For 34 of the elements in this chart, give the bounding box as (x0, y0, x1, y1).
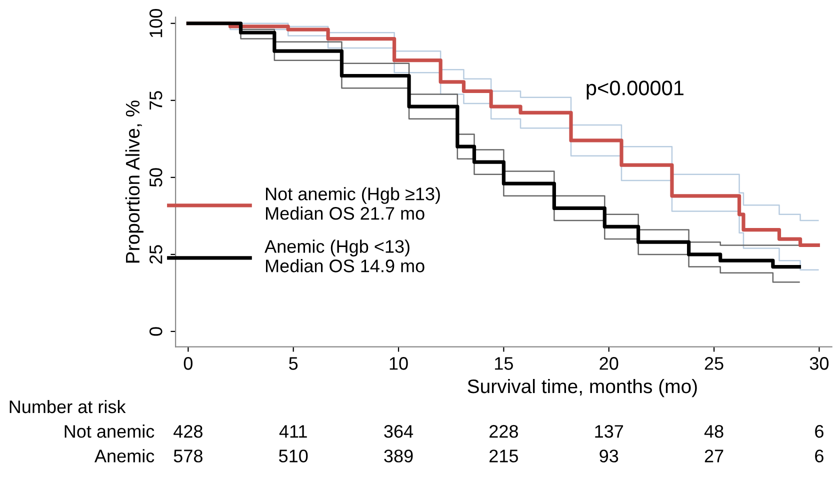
x-tick-label: 5 (289, 357, 298, 370)
y-tick-label: 50 (149, 168, 162, 187)
text: 428 (174, 425, 202, 438)
x-tick-label: 30 (810, 357, 829, 370)
x-tick-label: 15 (495, 357, 513, 370)
text: 6 (815, 425, 824, 438)
text: 215 (490, 450, 518, 462)
y-tick-label: 25 (149, 245, 162, 264)
text: 510 (279, 450, 308, 462)
annotation: p<0.00001 (586, 80, 684, 100)
text: 137 (595, 425, 624, 438)
y-tick-label: 0 (149, 327, 162, 336)
text: 411 (279, 425, 307, 438)
text: 389 (384, 450, 413, 462)
text: Anemic (94, 449, 154, 462)
text: 228 (490, 425, 518, 438)
legend-label: Not anemic (Hgb ≥13) Median OS 21.7 mo (266, 187, 440, 220)
x-tick-label: 10 (390, 357, 408, 370)
text: 27 (704, 450, 724, 462)
x-tick-label: 0 (184, 357, 192, 370)
text: 6 (815, 450, 824, 462)
text: 48 (704, 425, 724, 438)
legend-label: Anemic (Hgb <13) Median OS 14.9 mo (264, 240, 424, 272)
x-axis-title: Survival time, months (mo) (468, 378, 697, 398)
x-tick-label: 25 (704, 357, 724, 370)
text: 578 (174, 450, 202, 462)
y-tick-label: 100 (149, 9, 162, 38)
text: 364 (384, 425, 414, 438)
text: Not anemic (64, 424, 154, 438)
x-tick-label: 20 (600, 357, 618, 370)
y-axis-title: Proportion Alive, % (125, 100, 144, 263)
text: 93 (600, 450, 618, 462)
text: Number at risk (10, 400, 126, 414)
y-tick-label: 75 (150, 91, 162, 110)
